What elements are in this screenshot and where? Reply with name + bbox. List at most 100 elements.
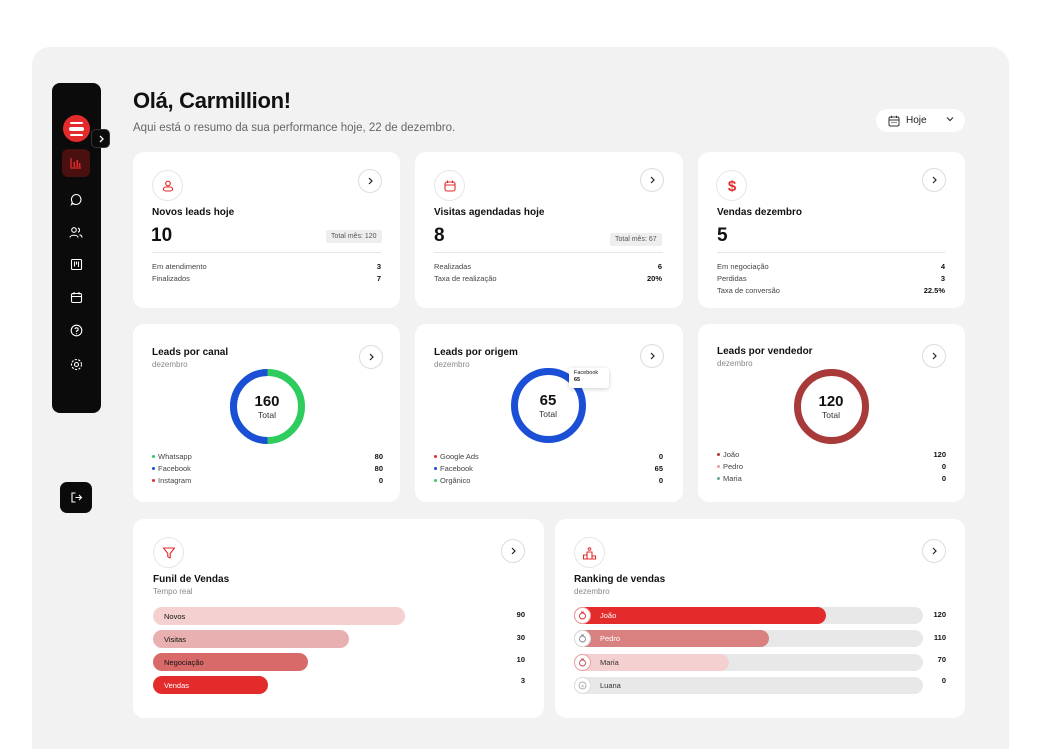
donut-center: 120 Total — [796, 393, 866, 420]
stat-row-value: 4 — [940, 262, 945, 271]
legend-value: 80 — [374, 452, 383, 461]
funnel-arrow-button[interactable] — [501, 539, 525, 563]
stat-badge: Total mês: 67 — [610, 233, 662, 246]
legend-item: Google Ads — [434, 452, 479, 461]
nav-board[interactable] — [62, 250, 90, 278]
ranking-bar[interactable]: Pedro — [574, 630, 769, 647]
donut-total: 65 — [539, 392, 557, 409]
ranking-bar[interactable]: João — [574, 607, 826, 624]
svg-text:$: $ — [727, 178, 736, 194]
funnel-bar[interactable]: Vendas — [153, 676, 268, 694]
stat-value: 8 — [434, 225, 445, 246]
stat-value: 5 — [717, 225, 728, 246]
legend-item: João — [717, 450, 739, 459]
chat-icon — [69, 193, 82, 206]
legend-label: Orgânico — [440, 476, 471, 485]
funnel-bar[interactable]: Negociação — [153, 653, 308, 671]
bronze-medal-icon — [574, 654, 591, 671]
donut-total-label: Total — [258, 410, 276, 420]
calendar-icon — [888, 115, 900, 126]
calendar-icon — [70, 291, 82, 303]
legend-dot — [717, 465, 720, 468]
divider — [152, 252, 381, 253]
donut-subtitle: dezembro — [152, 360, 188, 369]
nav-help[interactable] — [62, 316, 90, 344]
legend-label: Pedro — [723, 462, 744, 471]
legend-item: Whatsapp — [152, 452, 192, 461]
filter-icon — [162, 546, 175, 559]
nav-dashboard[interactable] — [62, 149, 90, 177]
legend-item: Pedro — [717, 462, 743, 471]
new-leads-arrow-button[interactable] — [358, 169, 382, 193]
channel-arrow-button[interactable] — [359, 345, 383, 369]
app-logo[interactable] — [63, 115, 90, 142]
legend-label: Whatsapp — [158, 452, 192, 461]
legend-item: Maria — [717, 474, 742, 483]
chevron-right-icon — [650, 352, 655, 360]
funnel-bar[interactable]: Visitas — [153, 630, 349, 648]
chevron-right-icon — [650, 176, 655, 184]
stat-row-label: Em atendimento — [152, 262, 207, 271]
tooltip-value: 65 — [574, 376, 581, 383]
donut-card-channel — [133, 324, 400, 502]
expand-sidebar-button[interactable] — [91, 129, 110, 148]
donut-title: Leads por vendedor — [717, 346, 813, 357]
nav-contacts[interactable] — [62, 218, 90, 246]
legend-label: João — [723, 450, 740, 459]
funnel-bar[interactable]: Novos — [153, 607, 405, 625]
visits-arrow-button[interactable] — [640, 168, 664, 192]
chevron-right-icon — [369, 353, 374, 361]
ranking-bar[interactable]: Maria — [574, 654, 729, 671]
bar-chart-icon — [70, 158, 81, 169]
page-title: Olá, Carmillion! — [133, 88, 291, 113]
legend-value: 0 — [658, 452, 663, 461]
origin-arrow-button[interactable] — [640, 344, 664, 368]
seller-arrow-button[interactable] — [922, 344, 946, 368]
sales-arrow-button[interactable] — [922, 168, 946, 192]
ranking-value: 120 — [933, 610, 946, 619]
legend-dot — [434, 467, 437, 470]
dollar-icon: $ — [727, 178, 736, 194]
ranking-bar-label: João — [600, 611, 617, 620]
legend-dot — [434, 455, 437, 458]
legend-value: 80 — [374, 464, 383, 473]
stat-row-label: Em negociação — [717, 262, 769, 271]
stat-row-value: 22.5% — [923, 286, 945, 295]
user-icon — [162, 180, 173, 192]
gear-icon — [70, 358, 82, 370]
ranking-bar[interactable]: Luana — [574, 677, 621, 694]
funnel-value: 90 — [516, 610, 525, 619]
stat-title: Visitas agendadas hoje — [434, 207, 545, 218]
stat-row-value: 3 — [376, 262, 381, 271]
stat-row-label: Finalizados — [152, 274, 190, 283]
divider — [434, 252, 663, 253]
kanban-icon — [70, 258, 82, 270]
nav-calendar[interactable] — [62, 283, 90, 311]
legend-item: Instagram — [152, 476, 191, 485]
stat-badge: Total mês: 120 — [326, 230, 382, 243]
nav-settings[interactable] — [62, 350, 90, 378]
donut-total: 160 — [254, 393, 280, 410]
legend-dot — [152, 455, 155, 458]
lead-icon-circle — [152, 170, 183, 201]
donut-title: Leads por origem — [434, 347, 518, 358]
stat-row-label: Realizadas — [434, 262, 472, 271]
nav-messages[interactable] — [62, 185, 90, 213]
help-icon — [70, 324, 82, 336]
funnel-bar-label: Visitas — [164, 634, 186, 644]
users-icon — [69, 226, 83, 238]
podium-icon — [582, 546, 597, 560]
legend-label: Instagram — [158, 476, 192, 485]
ranking-arrow-button[interactable] — [922, 539, 946, 563]
ranking-bar-label: Luana — [600, 681, 621, 690]
date-filter-dropdown[interactable]: Hoje — [876, 109, 965, 132]
origin-donut-chart — [511, 368, 586, 443]
chart-tooltip: Facebook 65 — [569, 368, 609, 388]
legend-dot — [434, 479, 437, 482]
tooltip-label: Facebook — [574, 370, 599, 376]
logout-button[interactable] — [60, 482, 92, 513]
silver-medal-icon — [574, 630, 591, 647]
rank-4-icon: 4 — [574, 677, 591, 694]
legend-dot — [717, 477, 720, 480]
legend-value: 0 — [941, 462, 946, 471]
